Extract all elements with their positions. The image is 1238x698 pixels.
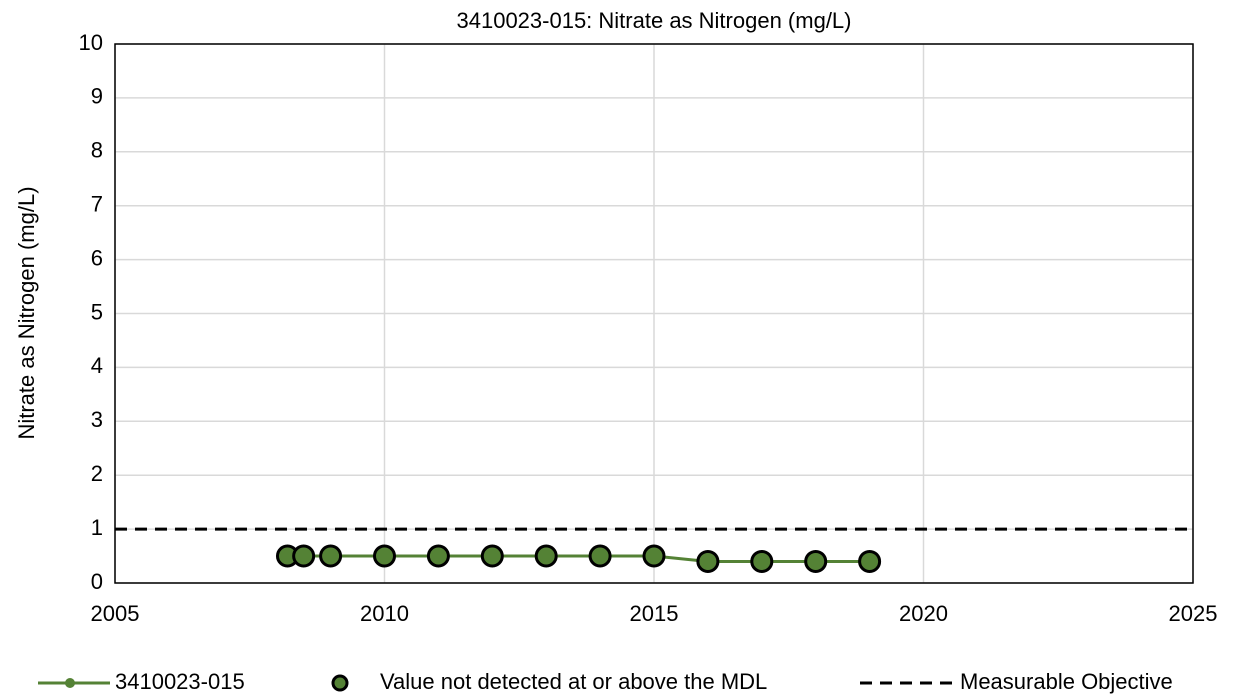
y-tick-label: 2 bbox=[91, 461, 103, 486]
y-tick-label: 10 bbox=[79, 30, 103, 55]
y-tick-label: 0 bbox=[91, 569, 103, 594]
legend-swatch bbox=[331, 674, 349, 692]
y-tick-label: 4 bbox=[91, 353, 103, 378]
legend-label: 3410023-015 bbox=[115, 669, 245, 694]
legend-swatch bbox=[65, 678, 75, 688]
data-point bbox=[642, 544, 666, 568]
x-tick-label: 2015 bbox=[630, 601, 679, 626]
y-axis-label: Nitrate as Nitrogen (mg/L) bbox=[14, 186, 39, 439]
legend-label: Measurable Objective bbox=[960, 669, 1173, 694]
y-tick-label: 6 bbox=[91, 245, 103, 270]
y-tick-label: 5 bbox=[91, 299, 103, 324]
x-tick-label: 2025 bbox=[1169, 601, 1218, 626]
x-tick-label: 2010 bbox=[360, 601, 409, 626]
x-tick-label: 2020 bbox=[899, 601, 948, 626]
y-tick-label: 8 bbox=[91, 138, 103, 163]
data-point bbox=[858, 549, 882, 573]
plot-frame bbox=[114, 43, 1194, 584]
y-tick-label: 7 bbox=[91, 192, 103, 217]
data-point bbox=[480, 544, 504, 568]
chart-title: 3410023-015: Nitrate as Nitrogen (mg/L) bbox=[457, 8, 852, 33]
y-tick-label: 3 bbox=[91, 407, 103, 432]
data-point bbox=[588, 544, 612, 568]
y-tick-label: 9 bbox=[91, 84, 103, 109]
x-tick-label: 2005 bbox=[91, 601, 140, 626]
legend-label: Value not detected at or above the MDL bbox=[380, 669, 767, 694]
data-point bbox=[426, 544, 450, 568]
data-point bbox=[804, 549, 828, 573]
data-point bbox=[696, 549, 720, 573]
y-tick-label: 1 bbox=[91, 515, 103, 540]
data-point bbox=[534, 544, 558, 568]
data-point bbox=[319, 544, 343, 568]
data-point bbox=[373, 544, 396, 568]
data-point bbox=[292, 544, 316, 568]
data-point bbox=[750, 549, 774, 573]
